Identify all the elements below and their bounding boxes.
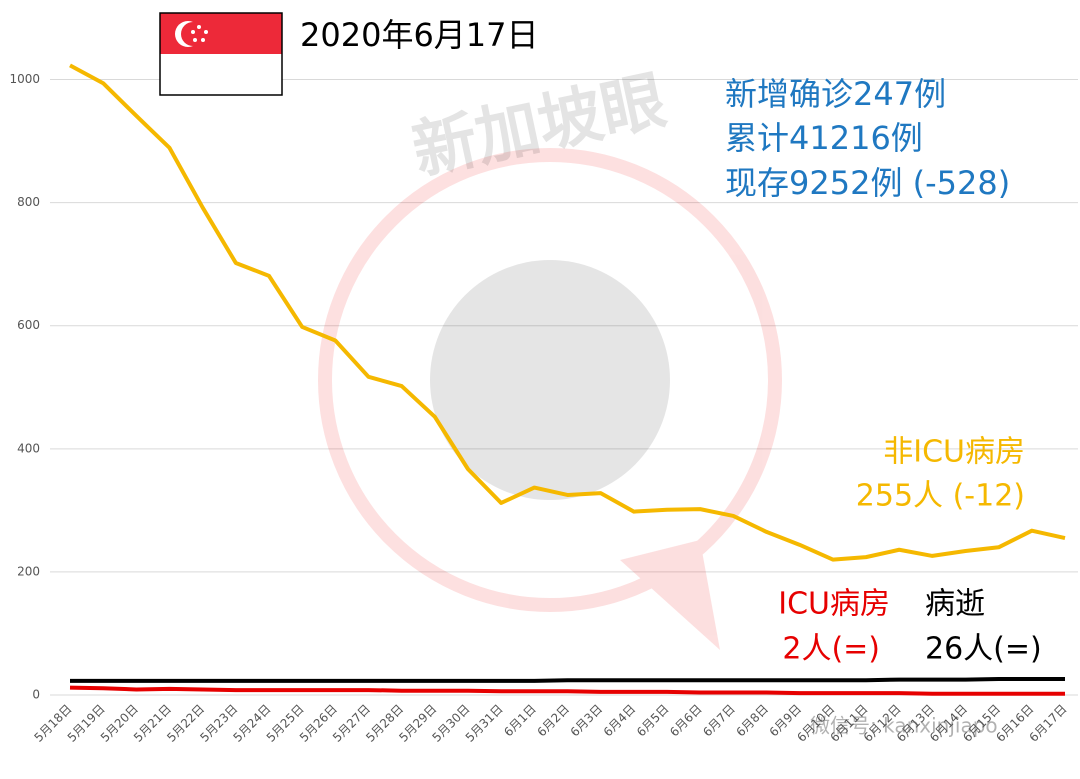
x-tick-label: 6月8日 xyxy=(733,702,771,740)
x-tick-label: 6月1日 xyxy=(501,702,539,740)
chart-title: 2020年6月17日 xyxy=(300,16,539,54)
x-tick-label: 6月4日 xyxy=(601,702,639,740)
x-tick-label: 6月3日 xyxy=(568,702,606,740)
y-tick-label: 400 xyxy=(17,441,40,455)
summary: 累计41216例 xyxy=(725,119,923,157)
series-label: 2人(=) xyxy=(782,632,880,667)
y-tick-label: 0 xyxy=(32,688,40,702)
series-label: ICU病房 xyxy=(778,587,890,622)
flag xyxy=(159,12,283,96)
series-line xyxy=(69,63,1066,562)
watermark-logo xyxy=(318,148,782,650)
summary: 新增确诊247例 xyxy=(725,75,946,113)
x-tick-label: 6月6日 xyxy=(667,702,705,740)
series-label: 255人 (-12) xyxy=(856,479,1025,514)
x-tick-label: 6月7日 xyxy=(700,702,738,740)
series-label: 26人(=) xyxy=(925,632,1042,667)
watermark-id: 微信号: kanxinjiapo xyxy=(810,714,998,738)
y-tick-label: 1000 xyxy=(9,72,40,86)
series-label: 病逝 xyxy=(925,587,985,622)
series-label: 非ICU病房 xyxy=(883,435,1025,470)
y-tick-label: 600 xyxy=(17,318,40,332)
summary: 现存9252例 (-528) xyxy=(725,164,1010,202)
x-tick-label: 6月5日 xyxy=(634,702,672,740)
series-line xyxy=(69,685,1065,696)
y-tick-label: 800 xyxy=(17,195,40,209)
y-tick-label: 200 xyxy=(17,564,40,578)
series-line xyxy=(70,676,1065,683)
x-tick-label: 6月2日 xyxy=(534,702,572,740)
